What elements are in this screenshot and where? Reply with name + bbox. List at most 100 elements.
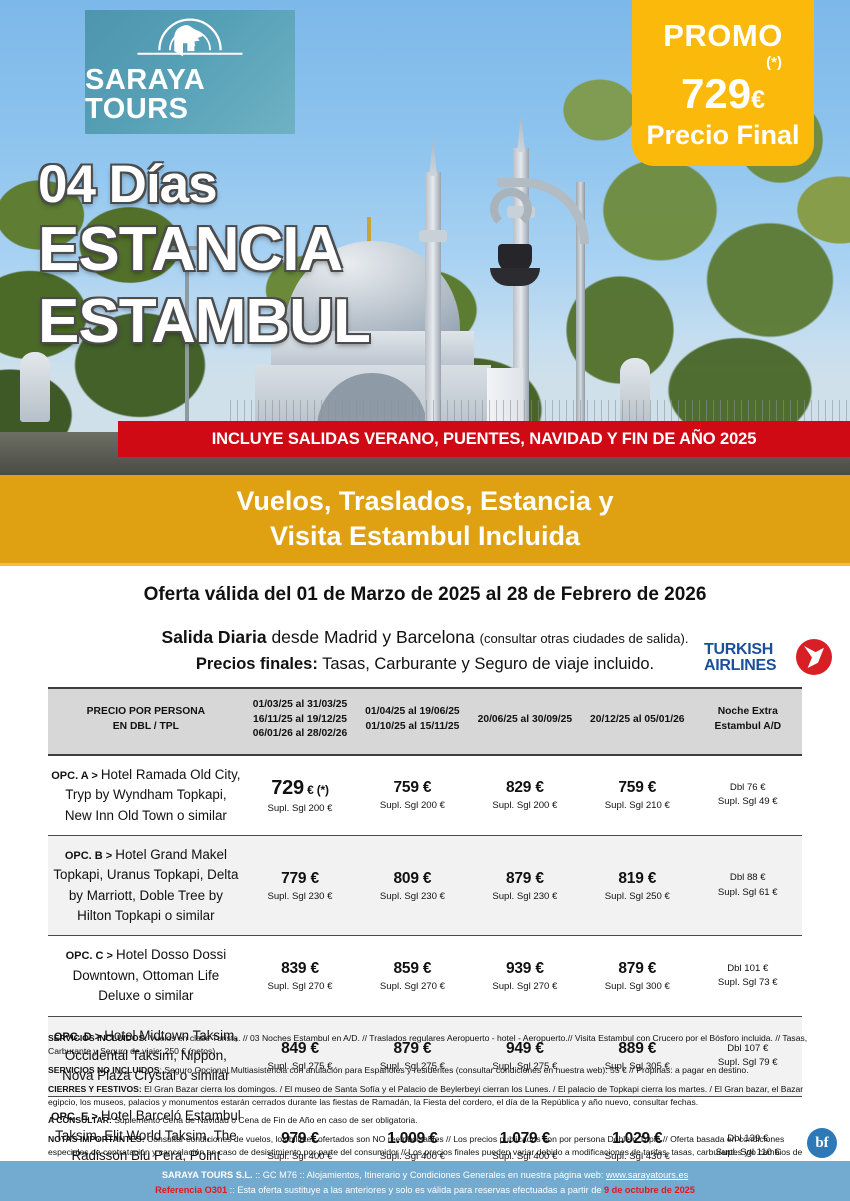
services-excluded-label: SERVICIOS NO INCLUIDOS	[48, 1064, 160, 1075]
price-value: 729 € (*)	[271, 776, 329, 799]
promo-asterisk: (*)	[766, 54, 782, 71]
price-value: 809 €	[393, 869, 432, 887]
promo-label: PROMO	[663, 18, 783, 53]
header-col2-line2: 01/10/25 al 15/11/25	[365, 720, 460, 732]
final-prices-rest: Tasas, Carburante y Seguro de viaje incl…	[317, 655, 655, 673]
closures-holidays: CIERRES Y FESTIVOS: El Gran Bazar cierra…	[48, 1083, 808, 1109]
header-col5-line2: Estambul A/D	[714, 720, 782, 732]
company-logo[interactable]: SARAYA TOURS	[85, 10, 295, 134]
single-supplement: Supl. Sgl 200 €	[267, 802, 333, 814]
header-price-per-person: PRECIO POR PERSONA EN DBL / TPL	[48, 687, 244, 756]
price-value: 879 €	[505, 869, 544, 887]
price-value: 879 €	[393, 1040, 432, 1058]
horse-arch-icon	[137, 18, 243, 57]
hotel-option-cell: OPC. C > Hotel Dosso Dossi Downtown, Ott…	[48, 935, 244, 1017]
hotel-option-code: OPC. B >	[64, 849, 116, 862]
departure-strong: Salida Diaria	[161, 627, 267, 647]
notes-label: NOTAS IMPORTANTES:	[48, 1134, 145, 1145]
header-col5-line1: Noche Extra	[717, 706, 778, 718]
footer-line-1: SARAYA TOURS S.L. :: GC M76 :: Alojamien…	[0, 1168, 850, 1183]
single-supplement: Supl. Sgl 275 €	[492, 1061, 558, 1073]
price-value: 1.079 €	[499, 1130, 551, 1148]
price-value: 829 €	[505, 779, 544, 797]
price-cell-period-1: 779 € Supl. Sgl 230 €	[243, 835, 357, 937]
header-col0-line1: PRECIO POR PERSONA	[86, 706, 206, 718]
hotel-option-code: OPC. D >	[53, 1030, 105, 1043]
street-lamp-pole	[576, 182, 585, 472]
header-col1-line2: 16/11/25 al 19/12/25	[253, 713, 347, 725]
turkish-airlines-bird-icon	[796, 639, 832, 675]
extra-night-double: Dbl 76 €	[729, 782, 766, 793]
promo-amount: 729	[681, 70, 752, 117]
hotel-option-names: Hotel Midtown Taksim, Occidental Taksim,…	[62, 1027, 238, 1084]
header-col0-line2: EN DBL / TPL	[112, 720, 179, 732]
to-consult: A CONSULTAR: Suplemento Cena de Navidad …	[48, 1114, 808, 1127]
price-cell-period-3: 879 € Supl. Sgl 230 €	[468, 835, 582, 937]
hero-section: SARAYA TOURS 04 Días ESTANCIA ESTAMBUL P…	[0, 0, 850, 475]
price-value: 979 €	[281, 1130, 319, 1148]
header-extra-night: Noche Extra Estambul A/D	[693, 687, 802, 756]
single-supplement: Supl. Sgl 300 €	[604, 981, 670, 993]
table-row: OPC. B > Hotel Grand Makel Topkapi, Uran…	[48, 835, 802, 937]
price-cell-period-3: 829 € Supl. Sgl 200 €	[468, 754, 582, 836]
logo-wordmark: SARAYA TOURS	[85, 64, 205, 125]
services-included-text: Vuelos en clase Turista. // 03 Noches Es…	[48, 1033, 808, 1056]
offer-info: Oferta válida del 01 de Marzo de 2025 al…	[0, 566, 850, 674]
table-row: OPC. C > Hotel Dosso Dossi Downtown, Ott…	[48, 935, 802, 1017]
header-col2-line1: 01/04/25 al 19/06/25	[365, 706, 460, 718]
promo-badge: PROMO (*) 729€ Precio Final	[632, 0, 814, 166]
turkish-airlines-line2: AIRLINES	[704, 657, 777, 675]
hotel-option-cell: OPC. D > Hotel Midtown Taksim, Occidenta…	[48, 1016, 244, 1097]
single-supplement: Supl. Sgl 400 €	[267, 1151, 333, 1163]
hotel-option-code: OPC. A >	[51, 769, 101, 782]
table-row: OPC. D > Hotel Midtown Taksim, Occidenta…	[48, 1016, 802, 1097]
price-currency: € (*)	[303, 782, 329, 797]
extra-night-cell: Dbl 76 € Supl. Sgl 49 €	[693, 754, 802, 836]
single-supplement: Supl. Sgl 250 €	[604, 890, 670, 902]
fine-print: SERVICIOS INCLUIDOS: Vuelos en clase Tur…	[48, 1032, 808, 1178]
departure-rest: desde Madrid y Barcelona	[266, 627, 480, 647]
closures-text: El Gran Bazar cierra los domingos. / El …	[48, 1083, 804, 1107]
price-value: 939 €	[505, 960, 544, 978]
price-cell-period-3: 939 € Supl. Sgl 270 €	[468, 935, 582, 1017]
header-col1-line3: 06/01/26 al 28/02/26	[252, 728, 348, 740]
turkish-airlines-line1: TURKISH	[704, 641, 774, 658]
price-cell-period-1: 849 € Supl. Sgl 275 €	[243, 1016, 357, 1097]
street-lamp-shade	[490, 268, 540, 286]
price-cell-period-1: 729 € (*) Supl. Sgl 200 €	[243, 754, 357, 836]
price-cell-period-4: 759 € Supl. Sgl 210 €	[581, 754, 694, 836]
hero-title-line3: ESTAMBUL	[38, 287, 371, 356]
ornamental-lamp-left	[20, 352, 50, 422]
table-header-row: PRECIO POR PERSONA EN DBL / TPL 01/03/25…	[48, 687, 802, 756]
footer-company: SARAYA TOURS S.L.	[161, 1170, 253, 1180]
price-value: 759 €	[393, 779, 432, 797]
price-value: 779 €	[281, 869, 319, 887]
table-row: OPC. A > Hotel Ramada Old City, Tryp by …	[48, 754, 802, 836]
single-supplement: Supl. Sgl 210 €	[604, 800, 670, 812]
hotel-option-names: Hotel Dosso Dossi Downtown, Ottoman Life…	[72, 947, 227, 1004]
dome-spire	[367, 217, 371, 245]
price-value: 949 €	[505, 1040, 544, 1058]
extra-night-single-supplement: Supl. Sgl 49 €	[717, 796, 778, 808]
orange-band-line1: Vuelos, Traslados, Estancia y	[236, 486, 614, 517]
footer-website-link[interactable]: www.sarayatours.es	[605, 1170, 689, 1180]
hero-title: 04 Días ESTANCIA ESTAMBUL	[38, 158, 598, 353]
price-value: 879 €	[618, 960, 657, 978]
single-supplement: Supl. Sgl 305 €	[604, 1061, 670, 1073]
hotel-option-code: OPC. C >	[65, 950, 117, 963]
price-value: 839 €	[281, 960, 319, 978]
footer-reference: Referencia O301	[155, 1185, 228, 1196]
hotel-option-cell: OPC. A > Hotel Ramada Old City, Tryp by …	[48, 754, 244, 836]
pricing-table: PRECIO POR PERSONA EN DBL / TPL 01/03/25…	[48, 687, 802, 1199]
single-supplement: Supl. Sgl 230 €	[492, 890, 558, 902]
single-supplement: Supl. Sgl 200 €	[379, 800, 445, 812]
single-supplement: Supl. Sgl 270 €	[492, 981, 558, 993]
hero-title-line2: ESTANCIA	[38, 215, 343, 284]
single-supplement: Supl. Sgl 275 €	[379, 1061, 445, 1073]
header-period-4: 20/12/25 al 05/01/26	[581, 687, 694, 756]
hero-title-line1: 04 Días	[38, 155, 218, 214]
extra-night-double: Dbl 101 €	[727, 962, 769, 974]
inclusions-red-banner: INCLUYE SALIDAS VERANO, PUENTES, NAVIDAD…	[118, 421, 850, 457]
price-value: 889 €	[618, 1040, 657, 1058]
price-cell-period-1: 839 € Supl. Sgl 270 €	[243, 935, 357, 1017]
